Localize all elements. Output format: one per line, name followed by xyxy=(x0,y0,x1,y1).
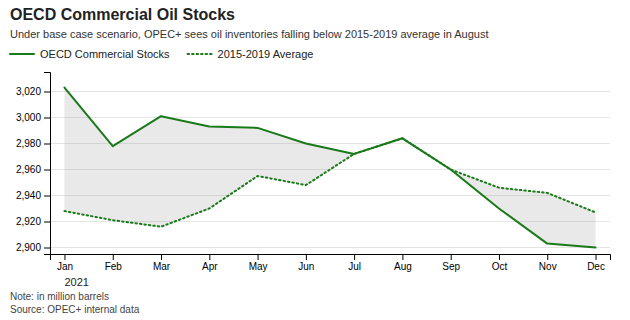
x-tick-label: Nov xyxy=(539,261,557,272)
x-tick: Aug xyxy=(394,254,412,272)
y-tick-label: 2,960 xyxy=(16,164,41,175)
y-tick: 3,020 xyxy=(16,86,50,97)
plot: 2,900 2,920 2,940 2,960 2,980 3,000 3,020 Jan Fe… xyxy=(16,73,611,273)
x-tick-label: Dec xyxy=(587,261,605,272)
x-tick-mark xyxy=(499,254,500,260)
y-tick: 2,960 xyxy=(16,164,50,175)
x-tick-label: Jul xyxy=(348,261,361,272)
grid-line xyxy=(50,117,610,118)
y-tick-label: 2,900 xyxy=(16,242,41,253)
legend-item: 2015-2019 Average xyxy=(188,48,314,60)
y-tick-mark xyxy=(44,92,50,93)
y-tick-mark xyxy=(44,248,50,249)
x-axis-line xyxy=(51,255,611,261)
legend-label: 2015-2019 Average xyxy=(218,48,314,60)
line xyxy=(64,138,595,226)
y-tick: 3,000 xyxy=(16,112,50,123)
x-tick-label: Jun xyxy=(298,261,314,272)
line xyxy=(64,88,595,248)
y-tick-label: 3,020 xyxy=(16,86,41,97)
y-tick-mark xyxy=(44,144,50,145)
y-tick-mark xyxy=(44,196,50,197)
x-tick-mark xyxy=(547,254,548,260)
x-tick-mark xyxy=(596,254,597,260)
x-tick-label: Apr xyxy=(202,261,218,272)
x-tick: Oct xyxy=(492,254,508,272)
x-tick: Mar xyxy=(153,254,171,272)
y-tick-label: 3,000 xyxy=(16,112,41,123)
legend-swatch xyxy=(10,53,34,55)
y-tick: 2,940 xyxy=(16,190,50,201)
x-tick-label: Oct xyxy=(492,261,508,272)
x-tick: Feb xyxy=(105,254,123,272)
note-line: Note: in million barrels xyxy=(10,291,109,302)
y-tick-mark xyxy=(44,170,50,171)
legend: OECD Commercial Stocks 2015-2019 Average xyxy=(10,48,313,60)
x-tick-label: Mar xyxy=(153,261,171,272)
note-line: Source: OPEC+ internal data xyxy=(10,304,140,315)
grid-line xyxy=(50,247,610,248)
x-tick-mark xyxy=(451,254,452,260)
x-tick: Nov xyxy=(539,254,557,272)
y-axis: 2,900 2,920 2,940 2,960 2,980 3,000 3,020 xyxy=(16,73,51,255)
annotation: 2021 xyxy=(64,276,88,288)
y-tick-label: 2,980 xyxy=(16,138,41,149)
y-tick-mark xyxy=(44,222,50,223)
x-tick-label: Feb xyxy=(105,261,123,272)
x-tick: Apr xyxy=(202,254,218,272)
y-tick: 2,920 xyxy=(16,216,50,227)
x-tick-label: May xyxy=(249,261,268,272)
x-tick-mark xyxy=(258,254,259,260)
x-tick: Dec xyxy=(587,254,605,272)
y-tick-label: 2,920 xyxy=(16,216,41,227)
title: OECD Commercial Oil Stocks xyxy=(10,6,235,23)
x-tick-mark xyxy=(161,254,162,260)
y-tick-mark xyxy=(44,118,50,119)
y-tick: 2,980 xyxy=(16,138,50,149)
legend-label: OECD Commercial Stocks xyxy=(40,48,170,60)
x-tick: Sep xyxy=(442,254,460,272)
x-tick: Jun xyxy=(298,254,314,272)
legend-swatch xyxy=(188,53,212,55)
x-axis: Jan Feb Mar Apr May Jun Jul Aug Sep Oct Nov Dec xyxy=(51,254,611,272)
note: Note: in million barrels Source: OPEC+ in… xyxy=(10,291,140,315)
x-tick: May xyxy=(249,254,268,272)
x-tick-label: Sep xyxy=(442,261,460,272)
chart: OECD Commercial Oil Stocks Under base cas… xyxy=(0,0,630,320)
x-tick: Jan xyxy=(57,254,73,272)
x-tick-mark xyxy=(306,254,307,260)
x-tick-label: Aug xyxy=(394,261,412,272)
x-tick-mark xyxy=(113,254,114,260)
x-tick-mark xyxy=(64,254,65,260)
x-tick-label: Jan xyxy=(57,261,73,272)
grid-line xyxy=(50,91,610,92)
y-axis-line xyxy=(44,73,51,255)
y-tick: 2,900 xyxy=(16,242,50,253)
x-tick-mark xyxy=(402,254,403,260)
x-tick-mark xyxy=(209,254,210,260)
marks xyxy=(64,88,595,248)
subtitle: Under base case scenario, OPEC+ sees oil… xyxy=(10,28,488,40)
legend-item: OECD Commercial Stocks xyxy=(10,48,170,60)
area-between xyxy=(64,88,595,248)
x-tick-mark xyxy=(354,254,355,260)
x-tick: Jul xyxy=(348,254,361,272)
y-tick-label: 2,940 xyxy=(16,190,41,201)
